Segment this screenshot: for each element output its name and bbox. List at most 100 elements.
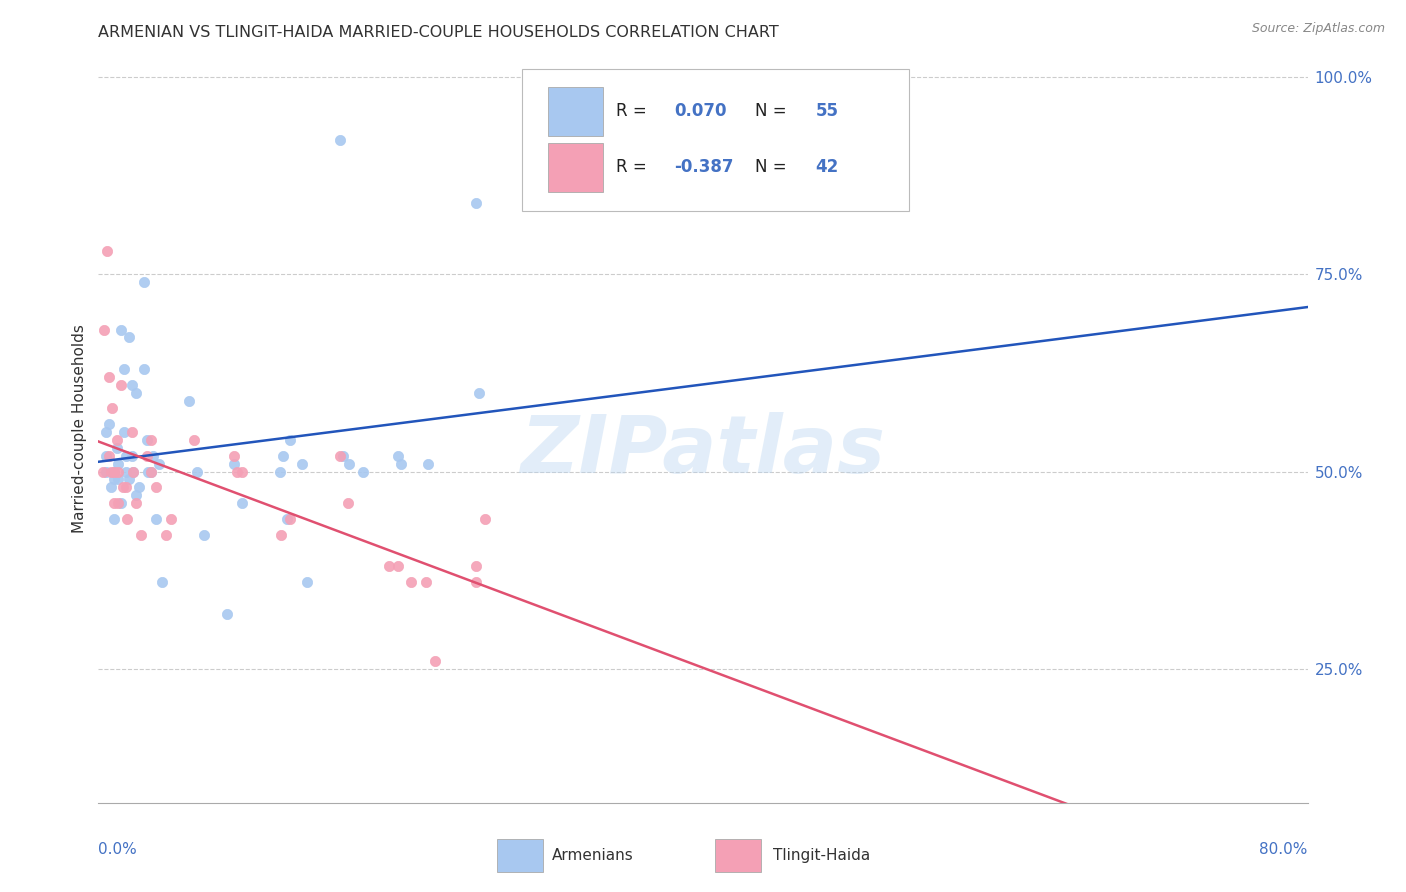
Point bbox=[107, 465, 129, 479]
Text: 42: 42 bbox=[815, 159, 839, 177]
Point bbox=[387, 559, 409, 574]
Point bbox=[224, 449, 246, 463]
Point bbox=[98, 417, 121, 432]
Text: N =: N = bbox=[755, 103, 792, 120]
Point bbox=[105, 433, 128, 447]
Point bbox=[132, 275, 155, 289]
Text: Tlingit-Haida: Tlingit-Haida bbox=[773, 847, 870, 863]
Point bbox=[141, 465, 163, 479]
Text: ARMENIAN VS TLINGIT-HAIDA MARRIED-COUPLE HOUSEHOLDS CORRELATION CHART: ARMENIAN VS TLINGIT-HAIDA MARRIED-COUPLE… bbox=[98, 25, 779, 40]
Point bbox=[121, 425, 143, 439]
Point bbox=[125, 496, 148, 510]
Point bbox=[125, 488, 148, 502]
Point bbox=[141, 465, 163, 479]
Text: 55: 55 bbox=[815, 103, 838, 120]
Point bbox=[94, 449, 117, 463]
Point bbox=[94, 425, 117, 439]
Text: R =: R = bbox=[616, 103, 652, 120]
Point bbox=[100, 465, 122, 479]
FancyBboxPatch shape bbox=[548, 87, 603, 136]
Point bbox=[103, 512, 125, 526]
Point bbox=[183, 433, 205, 447]
FancyBboxPatch shape bbox=[548, 144, 603, 192]
Point bbox=[100, 480, 122, 494]
Text: R =: R = bbox=[616, 159, 652, 177]
Point bbox=[114, 465, 136, 479]
Point bbox=[91, 465, 114, 479]
Point bbox=[329, 133, 352, 147]
Point bbox=[377, 559, 399, 574]
Point bbox=[142, 449, 165, 463]
Point bbox=[179, 393, 201, 408]
Text: Source: ZipAtlas.com: Source: ZipAtlas.com bbox=[1251, 22, 1385, 36]
Point bbox=[110, 377, 132, 392]
Point bbox=[115, 512, 138, 526]
Point bbox=[336, 496, 359, 510]
Point bbox=[145, 512, 167, 526]
Point bbox=[103, 496, 125, 510]
Point bbox=[401, 574, 423, 589]
Point bbox=[468, 385, 491, 400]
Text: 80.0%: 80.0% bbox=[1260, 842, 1308, 856]
Point bbox=[387, 449, 409, 463]
Text: N =: N = bbox=[755, 159, 792, 177]
Point bbox=[128, 480, 150, 494]
Text: 0.070: 0.070 bbox=[673, 103, 727, 120]
Point bbox=[224, 457, 246, 471]
Point bbox=[132, 362, 155, 376]
FancyBboxPatch shape bbox=[498, 838, 543, 872]
Point bbox=[112, 425, 135, 439]
FancyBboxPatch shape bbox=[716, 838, 761, 872]
Point bbox=[111, 480, 134, 494]
Point bbox=[110, 322, 132, 336]
Point bbox=[114, 480, 136, 494]
Point bbox=[93, 322, 115, 336]
Point bbox=[98, 370, 121, 384]
Point bbox=[155, 527, 177, 541]
Point bbox=[107, 472, 129, 486]
Point bbox=[112, 362, 135, 376]
Point bbox=[103, 472, 125, 486]
Point bbox=[352, 465, 374, 479]
Point bbox=[150, 574, 173, 589]
Point bbox=[271, 449, 294, 463]
Point bbox=[98, 449, 121, 463]
Point bbox=[193, 527, 215, 541]
Point bbox=[337, 457, 360, 471]
Point bbox=[280, 433, 302, 447]
Point bbox=[226, 465, 249, 479]
Point bbox=[96, 244, 118, 258]
Point bbox=[465, 559, 488, 574]
Point bbox=[416, 457, 439, 471]
Y-axis label: Married-couple Households: Married-couple Households bbox=[72, 324, 87, 533]
Point bbox=[332, 449, 354, 463]
Point bbox=[101, 401, 124, 416]
Point bbox=[231, 465, 253, 479]
Text: Armenians: Armenians bbox=[551, 847, 634, 863]
Text: ZIPatlas: ZIPatlas bbox=[520, 411, 886, 490]
Point bbox=[269, 465, 291, 479]
Point bbox=[110, 496, 132, 510]
Point bbox=[465, 574, 488, 589]
Point bbox=[280, 512, 302, 526]
Point bbox=[276, 512, 298, 526]
Point bbox=[389, 457, 412, 471]
Point bbox=[118, 472, 141, 486]
Point bbox=[231, 496, 253, 510]
Point bbox=[135, 449, 157, 463]
Point bbox=[465, 196, 488, 211]
Point bbox=[129, 527, 152, 541]
Point bbox=[329, 449, 352, 463]
Point bbox=[136, 465, 159, 479]
Point bbox=[114, 449, 136, 463]
Point bbox=[141, 433, 163, 447]
Text: 0.0%: 0.0% bbox=[98, 842, 138, 856]
Point bbox=[105, 441, 128, 455]
Point bbox=[107, 496, 129, 510]
Point bbox=[425, 654, 447, 668]
Point bbox=[103, 465, 125, 479]
Point bbox=[135, 433, 157, 447]
Point bbox=[415, 574, 437, 589]
Point bbox=[121, 449, 143, 463]
Point bbox=[295, 574, 318, 589]
